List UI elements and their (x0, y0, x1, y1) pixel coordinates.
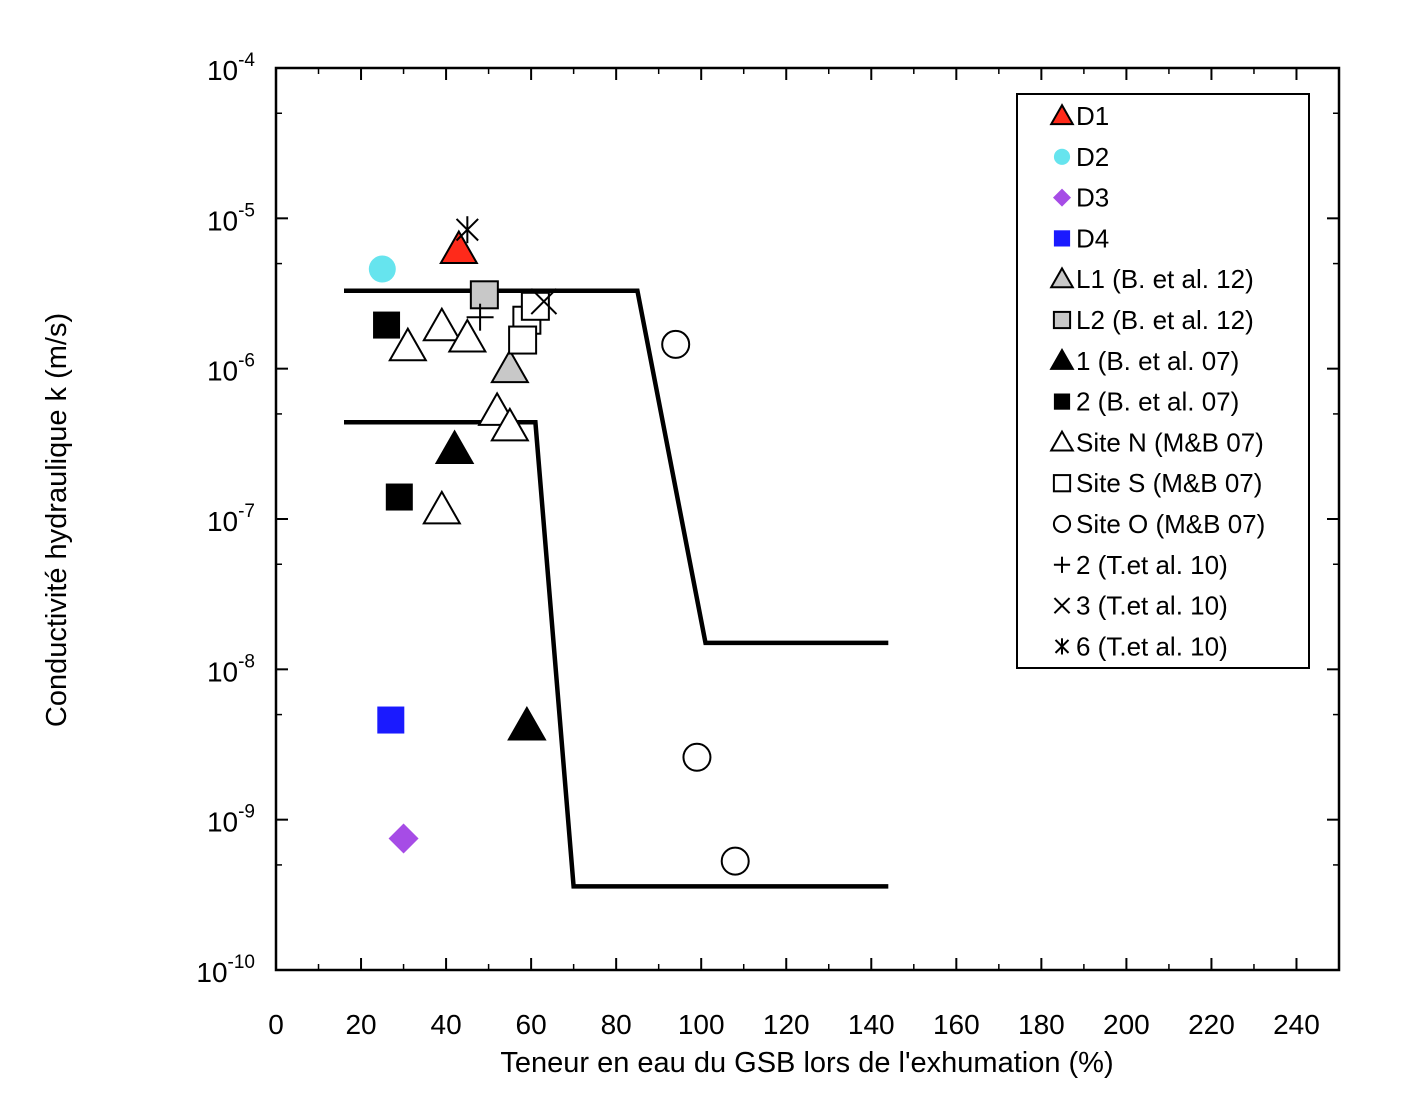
legend-marker (1052, 310, 1072, 330)
legend-marker (1053, 393, 1071, 410)
y-tick-labels: 10-410-510-610-710-810-910-10 (196, 50, 255, 988)
y-tick-label: 10-5 (207, 200, 255, 236)
data-point (447, 317, 488, 353)
legend-label: D3 (1076, 183, 1109, 213)
x-tick-label: 80 (601, 1009, 632, 1040)
x-tick-label: 240 (1273, 1009, 1320, 1040)
legend-marker (1052, 474, 1072, 493)
y-tick-exponent: -7 (238, 501, 255, 522)
data-point (682, 742, 712, 772)
y-axis-title: Conductivité hydraulique k (m/s) (41, 313, 73, 727)
legend-marker (1053, 148, 1071, 165)
data-point (377, 706, 405, 734)
x-tick-label: 220 (1188, 1009, 1235, 1040)
x-tick-label: 40 (431, 1009, 462, 1040)
x-tick-label: 60 (516, 1009, 547, 1040)
data-point (490, 406, 530, 442)
legend-marker (1049, 266, 1075, 289)
x-tick-label: 20 (345, 1009, 376, 1040)
y-tick-base: 10 (207, 807, 238, 838)
legend-label: D4 (1076, 223, 1109, 253)
x-tick-label: 120 (763, 1009, 810, 1040)
data-point (422, 306, 462, 342)
data-point (434, 429, 475, 464)
legend-marker (1053, 597, 1071, 614)
axis-ticks (275, 67, 1339, 971)
x-axis-title: Teneur en eau du GSB lors de l'exhumatio… (500, 1047, 1113, 1079)
x-tick-label: 160 (933, 1009, 980, 1040)
legend-marker (1053, 556, 1071, 573)
y-tick-exponent: -10 (228, 952, 255, 973)
y-tick-base: 10 (207, 55, 238, 86)
y-tick-base: 10 (196, 957, 227, 988)
y-tick-label: 10-7 (207, 501, 255, 537)
y-tick-label: 10-4 (207, 50, 255, 86)
x-tick-label: 180 (1018, 1009, 1065, 1040)
x-tick-label: 100 (678, 1009, 725, 1040)
y-tick-exponent: -5 (238, 200, 255, 221)
data-point (507, 705, 547, 741)
data-point (661, 329, 691, 359)
data-point (466, 303, 494, 331)
data-point (469, 280, 499, 310)
legend-label: 3 (T.et al. 10) (1076, 591, 1228, 621)
data-point (388, 823, 419, 854)
data-point (520, 291, 550, 321)
legend-label: 1 (B. et al. 07) (1076, 346, 1239, 376)
legend-label: D1 (1076, 101, 1109, 131)
legend-box (1016, 93, 1310, 669)
y-tick-exponent: -6 (238, 351, 255, 372)
legend-label: Site O (M&B 07) (1076, 509, 1265, 539)
y-tick-base: 10 (207, 356, 238, 387)
legend-label: L2 (B. et al. 12) (1076, 305, 1254, 335)
legend-marker (1053, 188, 1071, 207)
data-point (508, 325, 538, 355)
data-point (422, 489, 462, 525)
data-points (368, 216, 750, 876)
legend-items: D1 D2 D3 D4 L1 (B. et al. 12) L2 (B. et al. 1… (1049, 101, 1265, 661)
y-tick-label: 10-8 (207, 651, 255, 687)
legend-label: 2 (T.et al. 10) (1076, 550, 1228, 580)
data-point (373, 311, 401, 339)
legend-label: 6 (T.et al. 10) (1076, 631, 1228, 661)
legend-marker (1049, 103, 1075, 126)
data-point (388, 326, 428, 362)
x-tick-label: 140 (848, 1009, 895, 1040)
data-point (439, 229, 479, 265)
data-point (530, 288, 558, 315)
y-tick-label: 10-10 (196, 952, 255, 988)
legend: D1 D2 D3 D4 L1 (B. et al. 12) L2 (B. et al. 1… (1016, 93, 1310, 669)
legend-label: 2 (B. et al. 07) (1076, 387, 1239, 417)
y-tick-label: 10-9 (207, 802, 255, 838)
x-tick-labels: 0 20 40 60 80 100 120 140 160 180 200 220 240 (268, 1009, 1320, 1040)
data-point (455, 216, 479, 244)
y-tick-base: 10 (207, 205, 238, 236)
y-tick-exponent: -8 (238, 651, 255, 672)
legend-label: Site N (M&B 07) (1076, 427, 1264, 457)
y-tick-exponent: -9 (238, 802, 255, 823)
legend-marker (1053, 230, 1071, 247)
data-point (720, 846, 750, 876)
legend-marker (1052, 514, 1072, 534)
y-tick-label: 10-6 (207, 351, 255, 387)
data-point (368, 255, 396, 283)
x-tick-label: 200 (1103, 1009, 1150, 1040)
y-tick-base: 10 (207, 656, 238, 687)
x-tick-label: 0 (268, 1009, 284, 1040)
legend-marker-b (1053, 597, 1071, 614)
legend-marker (1049, 347, 1075, 370)
y-tick-exponent: -4 (238, 50, 255, 71)
legend-label: L1 (B. et al. 12) (1076, 264, 1254, 294)
legend-label: D2 (1076, 142, 1109, 172)
data-point (490, 348, 530, 384)
legend-marker (1049, 429, 1075, 452)
boundary-line (344, 420, 889, 889)
data-point (385, 483, 413, 511)
y-tick-base: 10 (207, 506, 238, 537)
legend-marker (1054, 638, 1070, 655)
legend-label: Site S (M&B 07) (1076, 468, 1262, 498)
data-point-b (530, 288, 558, 315)
